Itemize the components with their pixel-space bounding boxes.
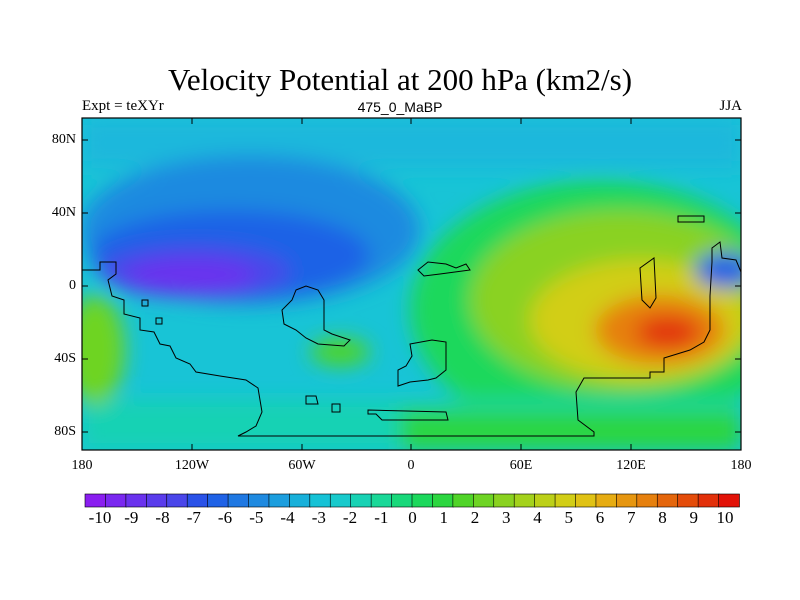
colorbar-label: -10 xyxy=(88,508,112,527)
colorbar-swatch xyxy=(84,493,107,508)
colorbar-swatch xyxy=(575,493,597,508)
colorbar-swatch xyxy=(656,493,679,508)
coastlines xyxy=(82,215,741,437)
colorbar-swatch xyxy=(473,493,495,508)
colorbar-label: 5 xyxy=(564,508,574,527)
colorbar-swatch xyxy=(186,493,209,508)
lon-tick-label: 60E xyxy=(509,458,533,473)
colorbar-label: -3 xyxy=(311,508,326,527)
lat-tick-label: 0 xyxy=(69,278,76,293)
colorbar-swatch xyxy=(248,493,270,508)
colorbar-label: -8 xyxy=(155,508,170,527)
colorbar-swatch xyxy=(329,493,352,508)
colorbar-swatch xyxy=(350,493,372,508)
colorbar-swatch xyxy=(411,493,434,508)
colorbar-swatch xyxy=(268,493,291,508)
chart-title: Velocity Potential at 200 hPa (km2/s) xyxy=(167,62,633,97)
colorbar-swatch xyxy=(289,493,311,508)
colorbar-label: -5 xyxy=(249,508,264,527)
season-label: JJA xyxy=(719,98,742,114)
colorbar-label: 0 xyxy=(408,508,417,527)
lon-tick-label: 120E xyxy=(616,458,646,473)
colorbar-label: -9 xyxy=(124,508,139,527)
colorbar-swatch xyxy=(370,493,393,508)
colorbar-label: 1 xyxy=(439,508,449,527)
colorbar-swatch xyxy=(534,493,556,508)
lat-tick-label: 80N xyxy=(51,132,76,147)
colorbar-label: -1 xyxy=(374,508,389,527)
colorbar-swatch xyxy=(125,493,148,508)
colorbar-swatch xyxy=(595,493,618,508)
colorbar-swatch xyxy=(146,493,168,508)
colorbar-swatch xyxy=(718,493,740,508)
colorbar-swatch xyxy=(677,493,699,508)
axis-ticks xyxy=(82,118,741,450)
colorbar-swatch xyxy=(452,493,475,508)
colorbar-swatch xyxy=(105,493,127,508)
colorbar-label: -4 xyxy=(280,508,295,527)
colorbar-label: -2 xyxy=(342,508,358,527)
colorbar-swatch xyxy=(432,493,454,508)
lon-tick-label: 180 xyxy=(71,458,93,473)
colorbar-swatch xyxy=(616,493,638,508)
colorbar-label: -6 xyxy=(217,508,233,527)
colorbar-label: 4 xyxy=(533,508,542,527)
colorbar-label: 9 xyxy=(689,508,699,527)
colorbar-label: 2 xyxy=(470,508,480,527)
colorbar-label: -7 xyxy=(186,508,201,527)
experiment-label: Expt = teXYr xyxy=(82,98,164,114)
colorbar xyxy=(84,493,740,508)
colorbar-swatch xyxy=(636,493,659,508)
lon-tick-label: 0 xyxy=(407,458,415,473)
colorbar-swatch xyxy=(391,493,413,508)
time-label: 475_0_MaBP xyxy=(357,99,443,115)
colorbar-swatch xyxy=(166,493,188,508)
lat-tick-label: 40N xyxy=(51,205,76,220)
lon-tick-label: 120W xyxy=(174,458,210,473)
colorbar-label: 7 xyxy=(627,508,636,527)
lon-tick-label: 180 xyxy=(730,458,752,473)
colorbar-label: 8 xyxy=(658,508,667,527)
lat-tick-label: 80S xyxy=(54,424,76,439)
colorbar-swatch xyxy=(554,493,577,508)
contour-field xyxy=(82,118,741,450)
colorbar-label: 3 xyxy=(502,508,511,527)
colorbar-swatch xyxy=(493,493,515,508)
colorbar-swatch xyxy=(227,493,250,508)
colorbar-swatch xyxy=(697,493,720,508)
colorbar-swatch xyxy=(309,493,332,508)
lat-tick-label: 40S xyxy=(54,351,76,366)
colorbar-swatch xyxy=(207,493,229,508)
lon-tick-label: 60W xyxy=(288,458,316,473)
colorbar-label: 6 xyxy=(595,508,605,527)
colorbar-label: 10 xyxy=(716,508,734,527)
colorbar-swatch xyxy=(513,493,536,508)
